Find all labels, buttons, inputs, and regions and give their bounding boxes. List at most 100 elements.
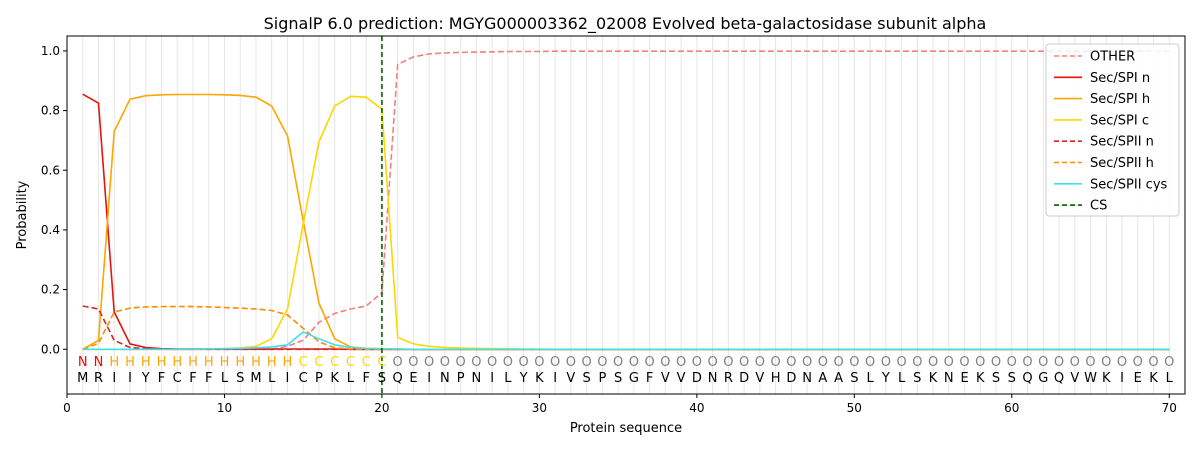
sequence-residue: V [755,371,764,386]
sequence-residue: Y [881,371,890,386]
legend-label: Sec/SPI c [1090,113,1149,128]
chart-title: SignalP 6.0 prediction: MGYG000003362_02… [264,14,987,34]
x-tick-label: 20 [374,401,389,415]
sequence-residue: F [205,371,212,386]
sequence-residue: K [929,371,938,386]
legend-label: Sec/SPII n [1090,135,1154,150]
region-label: O [660,355,670,370]
sequence-residue: I [1120,371,1124,386]
plot-frame [66,35,1186,395]
region-label: O [1007,355,1017,370]
legend-box [1045,43,1180,217]
sequence-residue: V [677,371,686,386]
x-tick-label: 30 [532,401,547,415]
sequence-residue: L [504,371,512,386]
sequence-residue: N [944,371,954,386]
region-label: H [251,355,261,370]
region-label: O [393,355,403,370]
region-label: H [283,355,293,370]
sequence-residue: W [1084,371,1097,386]
region-label: O [739,355,749,370]
sequence-residue: K [330,371,339,386]
sequence-residue: S [614,371,622,386]
sequence-residue: N [708,371,718,386]
region-label: O [1117,355,1127,370]
sequence-residue: S [1008,371,1016,386]
legend-label: OTHER [1090,50,1135,65]
region-label: H [235,355,245,370]
region-label: O [534,355,544,370]
axis-layer: 0 10 20 30 40 50 60 70 0.0 0.2 0.4 0.6 0.8 1.0 [41,44,1177,415]
region-label: O [676,355,686,370]
sequence-residue: C [299,371,308,386]
sequence-residue: P [315,371,323,386]
sequence-residue: P [598,371,606,386]
sequence-residue: E [1134,371,1142,386]
sequence-residue: H [771,371,781,386]
sequence-residue: S [236,371,244,386]
region-label: O [1070,355,1080,370]
region-label: C [377,355,386,370]
sequence-residue: V [566,371,575,386]
sequence-residue: D [786,371,796,386]
sequence-residue: I [427,371,431,386]
sequence-residue: Q [1022,371,1032,386]
legend-label: Sec/SPI h [1090,92,1150,107]
sequence-residue: K [976,371,985,386]
sequence-residue: E [409,371,417,386]
sequence-residue: L [347,371,355,386]
y-tick-label: 0.6 [41,163,60,177]
sequence-residue: L [221,371,229,386]
sequence-residue: L [268,371,276,386]
series-layer [82,50,1170,351]
x-tick-label: 60 [1004,401,1019,415]
region-label: O [723,355,733,370]
y-tick-label: 0.4 [41,223,60,237]
region-label: O [582,355,592,370]
region-label: C [346,355,355,370]
region-label: O [975,355,985,370]
region-label: O [503,355,513,370]
sequence-residue: F [189,371,196,386]
region-label: O [471,355,481,370]
region-label: C [330,355,339,370]
sequence-residue: I [490,371,494,386]
region-label: H [267,355,277,370]
region-label: O [912,355,922,370]
region-label: H [125,355,135,370]
sequence-residue: K [535,371,544,386]
sequence-residue: L [898,371,906,386]
region-label: O [1148,355,1158,370]
sequence-residue: F [158,371,165,386]
sequence-residue: S [850,371,858,386]
y-tick-label: 1.0 [41,44,60,58]
region-label: H [109,355,119,370]
region-label: N [94,355,104,370]
sequence-residue: F [646,371,653,386]
sequence-residue: E [960,371,968,386]
region-label: O [645,355,655,370]
region-label: O [849,355,859,370]
region-label: O [818,355,828,370]
sequence-residue: M [250,371,261,386]
sequence-residue: S [992,371,1000,386]
region-label: O [1038,355,1048,370]
region-label: N [78,355,88,370]
region-label: O [597,355,607,370]
region-label: H [204,355,214,370]
sequence-residue: I [553,371,557,386]
x-tick-label: 70 [1162,401,1177,415]
sequence-residue: I [128,371,132,386]
y-tick-label: 0.2 [41,283,60,297]
region-label: O [456,355,466,370]
region-label: H [220,355,230,370]
region-label: O [408,355,418,370]
sequence-residue: Q [393,371,403,386]
series-line [82,330,1170,351]
sequence-residue: M [77,371,88,386]
sequence-residue: G [1038,371,1048,386]
x-tick-label: 10 [217,401,232,415]
sequence-residue: R [94,371,103,386]
